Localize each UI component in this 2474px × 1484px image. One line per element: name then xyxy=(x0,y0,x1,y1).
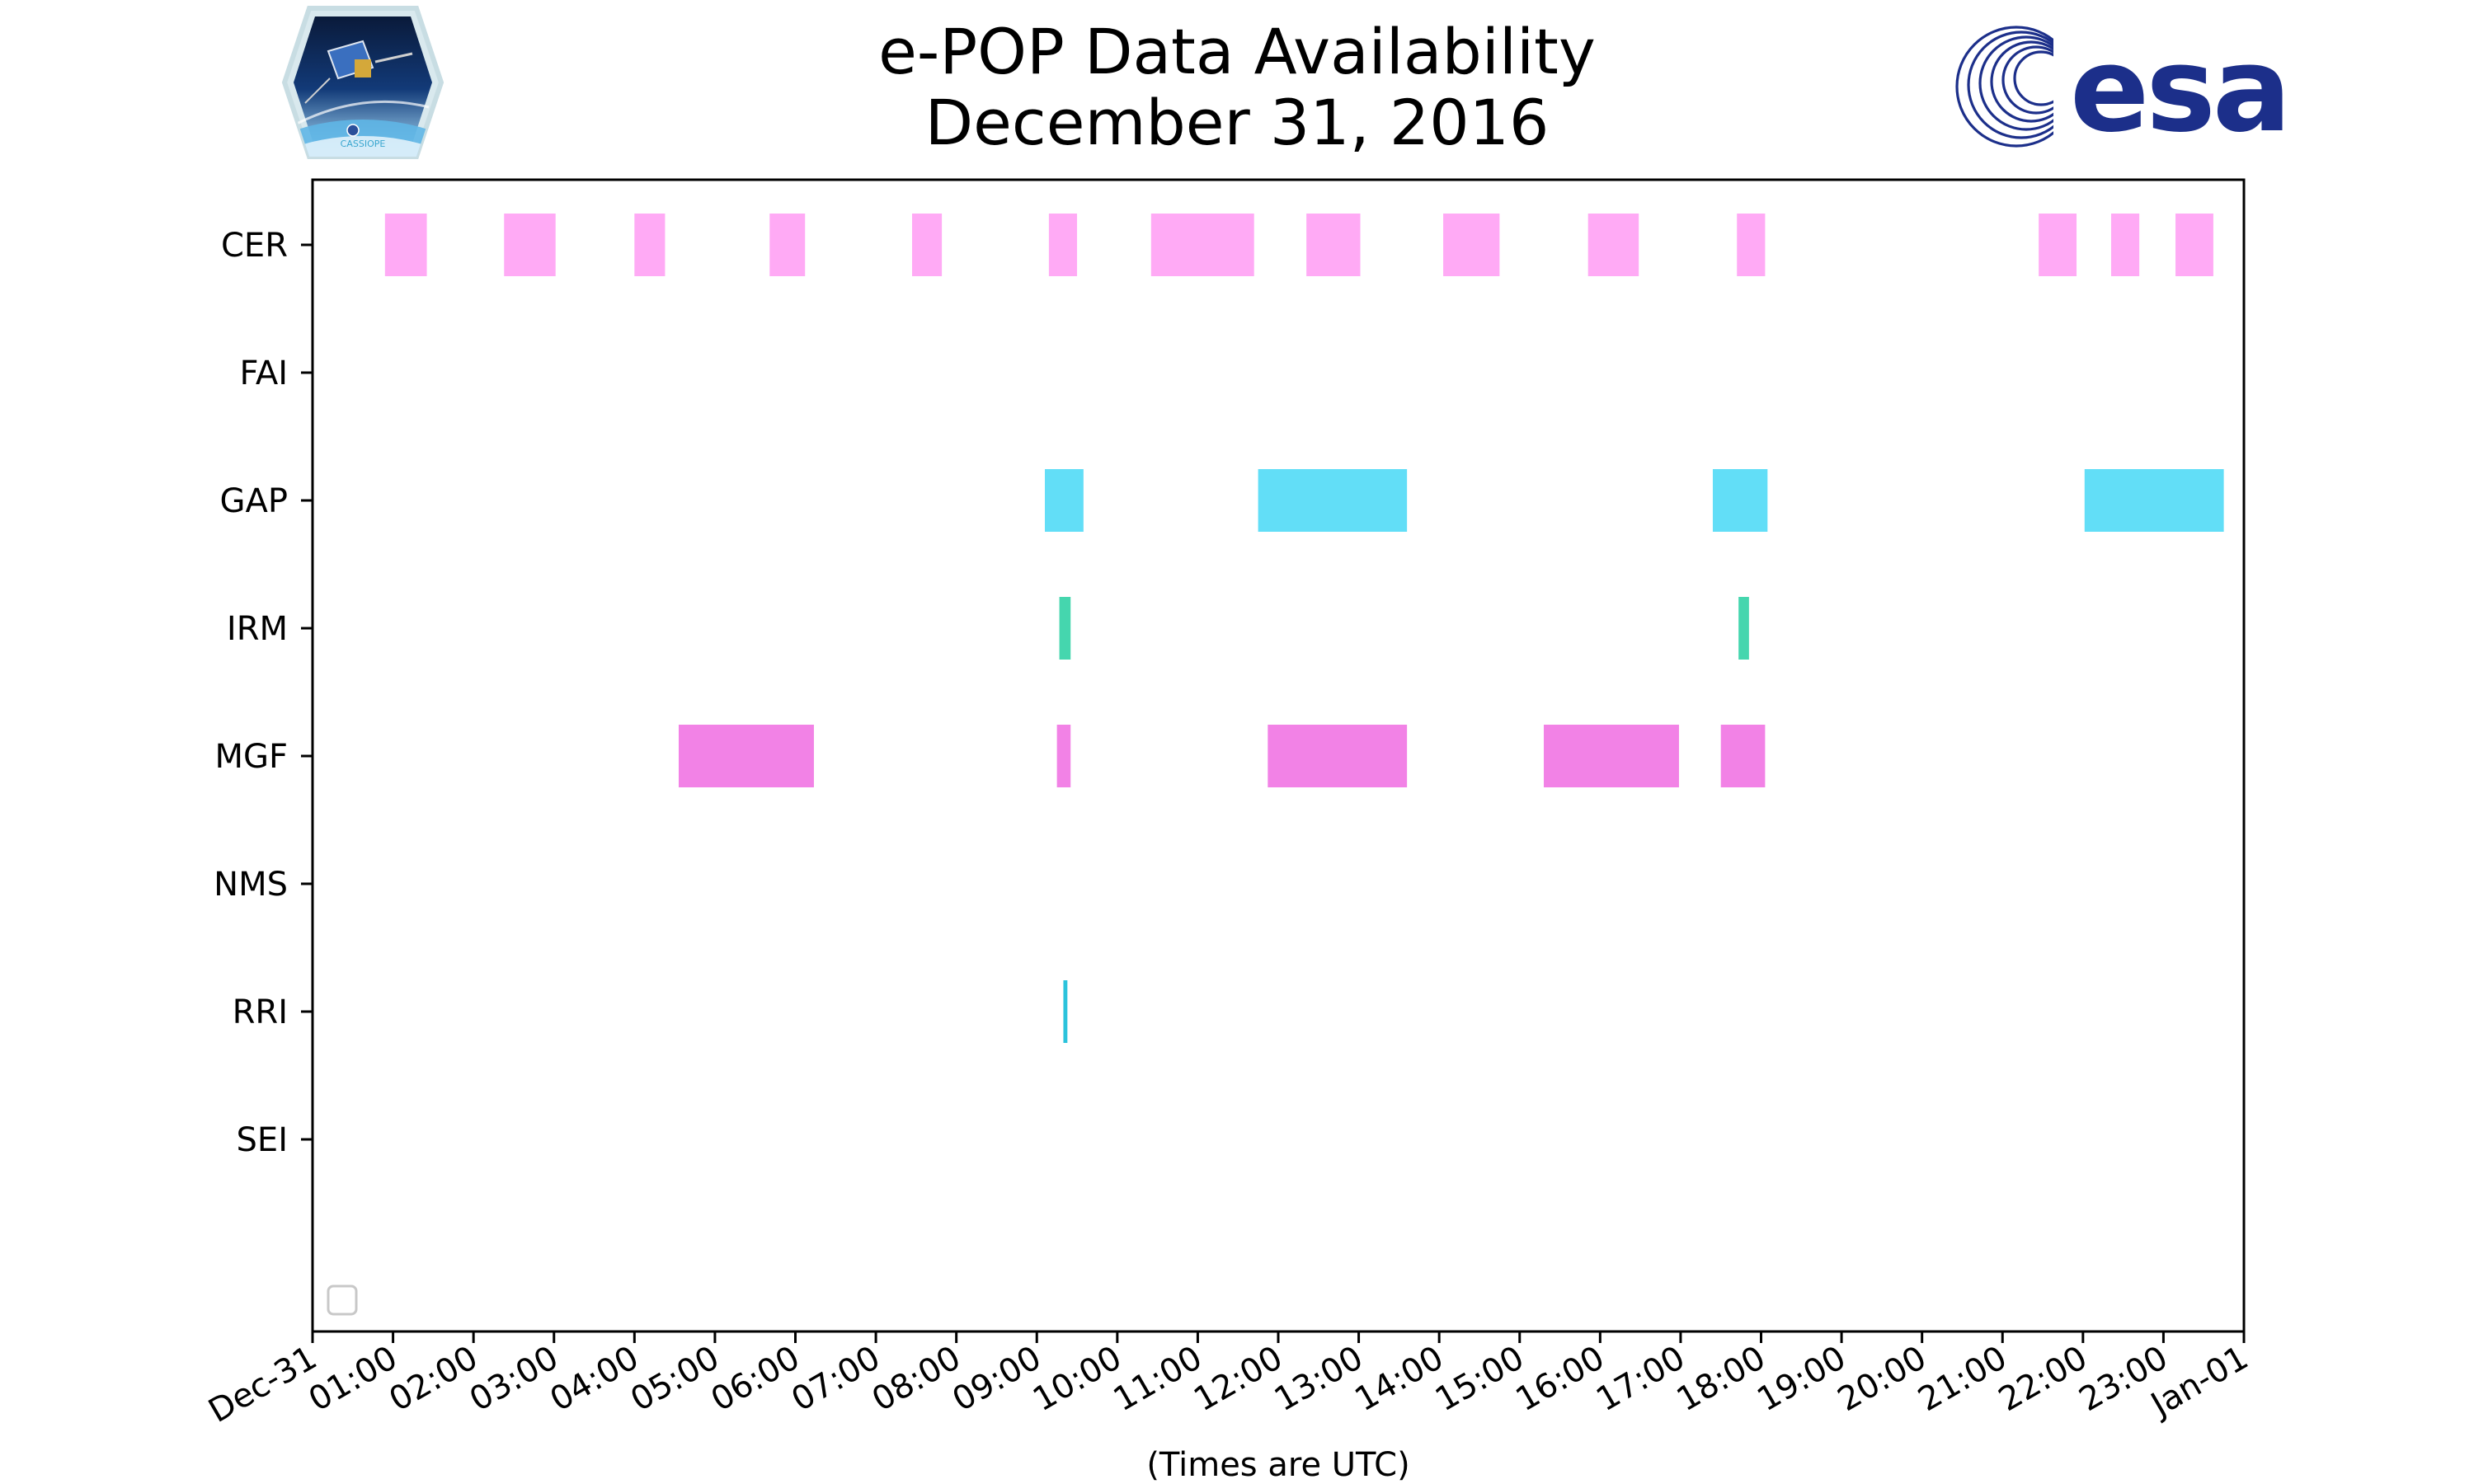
bar-mgf xyxy=(679,725,814,787)
esa-logo: esa xyxy=(1955,22,2292,158)
x-axis: Dec-3101:0002:0003:0004:0005:0006:0007:0… xyxy=(202,1331,2255,1430)
x-tick-label: 21:00 xyxy=(1912,1339,2013,1419)
y-tick-label-cer: CER xyxy=(221,227,288,265)
bars-layer xyxy=(384,214,2224,1043)
bar-cer xyxy=(1048,214,1078,276)
x-tick-label: 13:00 xyxy=(1268,1339,1370,1419)
bar-cer xyxy=(1150,214,1254,276)
bar-gap xyxy=(1712,469,1768,532)
x-tick-label: 05:00 xyxy=(624,1339,726,1419)
bar-mgf xyxy=(1720,725,1766,787)
bar-mgf xyxy=(1056,725,1071,787)
y-tick-label-fai: FAI xyxy=(240,355,289,392)
bar-cer xyxy=(769,214,806,276)
y-tick-label-irm: IRM xyxy=(227,610,288,648)
x-axis-label: (Times are UTC) xyxy=(1146,1446,1410,1484)
bar-cer xyxy=(2110,214,2140,276)
x-tick-label: 11:00 xyxy=(1108,1339,1209,1419)
bar-cer xyxy=(2175,214,2213,276)
bar-cer xyxy=(504,214,556,276)
x-tick-label: 17:00 xyxy=(1590,1339,1691,1419)
y-tick-label-sei: SEI xyxy=(237,1121,288,1159)
x-tick-label: 10:00 xyxy=(1027,1339,1128,1419)
x-tick-label: 18:00 xyxy=(1671,1339,1772,1419)
x-tick-label: 03:00 xyxy=(463,1339,565,1419)
bar-cer xyxy=(1306,214,1361,276)
x-tick-label: 16:00 xyxy=(1509,1339,1611,1419)
chart-title-line2: December 31, 2016 xyxy=(924,86,1550,159)
x-tick-label: 15:00 xyxy=(1429,1339,1531,1419)
y-tick-label-mgf: MGF xyxy=(214,738,288,776)
x-tick-label: 02:00 xyxy=(383,1339,484,1419)
chart-title: e-POP Data Availability December 31, 201… xyxy=(0,16,2474,158)
x-tick-label: 07:00 xyxy=(785,1339,887,1419)
y-tick-label-gap: GAP xyxy=(220,482,288,520)
x-tick-label: 09:00 xyxy=(946,1339,1047,1419)
x-tick-label: 01:00 xyxy=(303,1339,404,1419)
bar-cer xyxy=(1443,214,1500,276)
x-tick-label: 22:00 xyxy=(1992,1339,2094,1419)
bar-cer xyxy=(384,214,427,276)
bar-gap xyxy=(1045,469,1084,532)
y-axis: CER FAI GAP IRM MGF NMS RRI SEI xyxy=(214,227,313,1159)
bar-mgf xyxy=(1544,725,1679,787)
x-tick-label: 06:00 xyxy=(705,1339,807,1419)
bar-cer xyxy=(1587,214,1639,276)
bar-cer xyxy=(634,214,666,276)
bar-gap xyxy=(1258,469,1408,532)
x-tick-label: 08:00 xyxy=(866,1339,967,1419)
y-tick-label-rri: RRI xyxy=(233,993,288,1031)
x-tick-label: 04:00 xyxy=(543,1339,645,1419)
bar-rri xyxy=(1063,980,1068,1043)
x-tick-label: 14:00 xyxy=(1348,1339,1450,1419)
y-tick-label-nms: NMS xyxy=(214,866,288,904)
bar-cer xyxy=(911,214,943,276)
bar-cer xyxy=(1737,214,1766,276)
bar-irm xyxy=(1059,597,1071,660)
cassiope-logo: CASSIOPE xyxy=(281,6,444,159)
bar-gap xyxy=(2084,469,2224,532)
x-tick-label: 20:00 xyxy=(1832,1339,1933,1419)
bar-irm xyxy=(1738,597,1749,660)
x-tick-label: 19:00 xyxy=(1751,1339,1852,1419)
bar-cer xyxy=(2039,214,2077,276)
chart-title-line1: e-POP Data Availability xyxy=(878,15,1596,88)
bar-mgf xyxy=(1268,725,1408,787)
cassiope-logo-text: CASSIOPE xyxy=(341,139,386,149)
x-tick-label: 12:00 xyxy=(1188,1339,1289,1419)
esa-logo-text: esa xyxy=(2070,22,2288,158)
legend-box xyxy=(327,1284,358,1316)
